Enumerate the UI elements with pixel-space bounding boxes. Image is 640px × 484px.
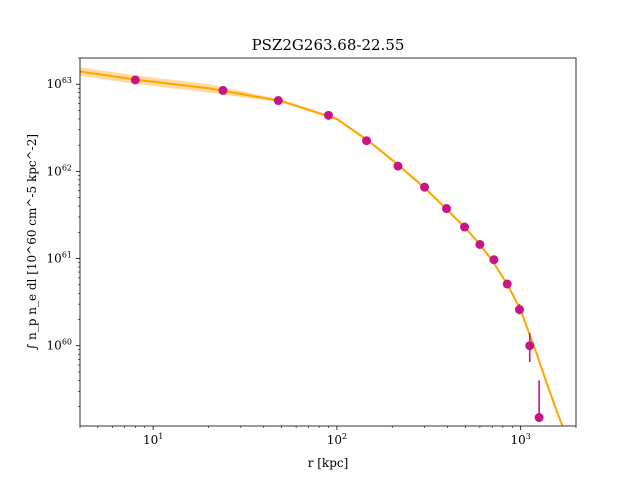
x-tick-label: 103 bbox=[510, 432, 530, 447]
data-point bbox=[475, 240, 485, 250]
y-tick-label: 1061 bbox=[47, 251, 72, 266]
y-tick-label: 1063 bbox=[47, 76, 72, 91]
plot-frame bbox=[79, 57, 577, 427]
data-point bbox=[534, 413, 544, 423]
chart-title: PSZ2G263.68-22.55 bbox=[252, 36, 405, 54]
model-confidence-band-layer bbox=[80, 67, 563, 426]
model-profile-line bbox=[80, 70, 564, 426]
axes-layer: 101 102 103 1060 1061 1062 1063 bbox=[47, 57, 577, 447]
data-point bbox=[130, 75, 140, 85]
data-point bbox=[393, 161, 403, 171]
model-confidence-band bbox=[80, 67, 563, 426]
data-point bbox=[525, 341, 535, 351]
y-axis-label: ∫ n_p n_e dl [10^60 cm^-5 kpc^-2] bbox=[25, 134, 39, 350]
data-point bbox=[489, 255, 499, 265]
data-point bbox=[218, 85, 228, 95]
x-tick-label: 101 bbox=[143, 432, 163, 447]
data-point bbox=[273, 96, 283, 106]
data-point bbox=[502, 279, 512, 289]
data-point bbox=[420, 182, 430, 192]
x-tick-label: 102 bbox=[327, 432, 347, 447]
data-point bbox=[362, 136, 372, 146]
model-line-layer bbox=[80, 70, 564, 426]
data-point bbox=[460, 222, 470, 232]
data-point bbox=[514, 305, 524, 315]
x-axis-label: r [kpc] bbox=[308, 456, 349, 470]
data-point bbox=[323, 110, 333, 120]
data-points-layer bbox=[130, 75, 544, 423]
y-tick-label: 1062 bbox=[47, 163, 72, 178]
data-point bbox=[442, 204, 452, 214]
y-tick-label: 1060 bbox=[47, 338, 72, 353]
